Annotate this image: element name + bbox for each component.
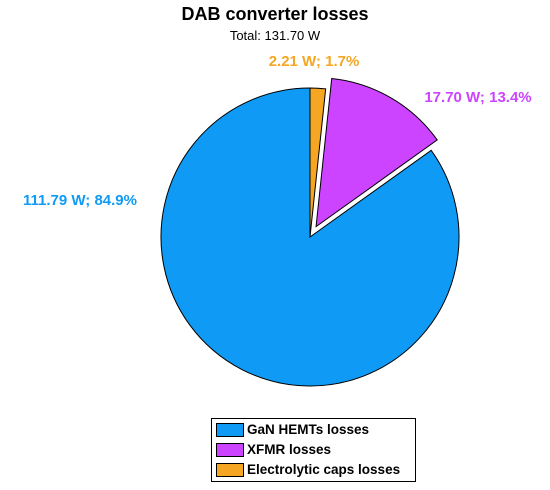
chart-subtitle: Total: 131.70 W <box>229 28 321 43</box>
legend-swatch-gan <box>216 422 244 437</box>
legend-item-gan: GaN HEMTs losses <box>212 420 415 439</box>
slice-label-electrolytic-caps: 2.21 W; 1.7% <box>269 53 360 70</box>
slice-xfmr <box>315 77 438 228</box>
legend-swatch-caps <box>216 462 244 477</box>
chart-title: DAB converter losses <box>181 4 369 24</box>
slice-label-gan-hemts: 111.79 W; 84.9% <box>23 192 137 209</box>
legend-item-xfmr: XFMR losses <box>212 440 415 459</box>
chart-legend: GaN HEMTs losses XFMR losses Electrolyti… <box>211 418 416 482</box>
legend-label-gan: GaN HEMTs losses <box>247 422 370 437</box>
legend-label-caps: Electrolytic caps losses <box>247 462 401 477</box>
slice-gan-hemts <box>160 87 460 387</box>
legend-label-xfmr: XFMR losses <box>247 442 332 457</box>
legend-swatch-xfmr <box>216 442 244 457</box>
slice-label-xfmr: 17.70 W; 13.4% <box>424 89 531 106</box>
legend-item-caps: Electrolytic caps losses <box>212 460 415 479</box>
